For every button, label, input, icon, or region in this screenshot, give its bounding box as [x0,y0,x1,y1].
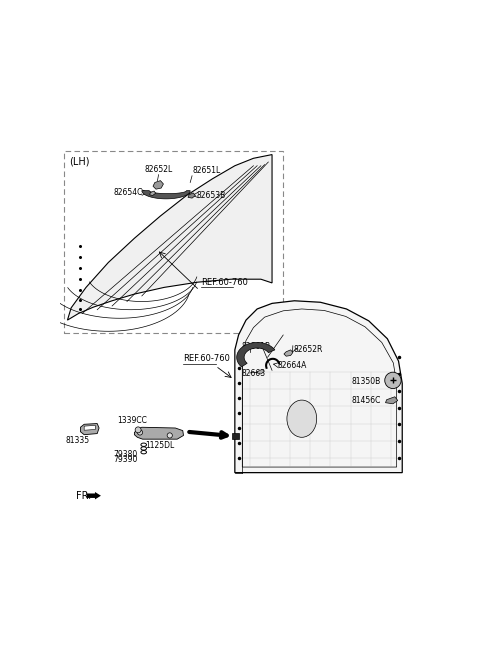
Text: 81335: 81335 [66,436,90,445]
Text: (LH): (LH) [69,156,90,167]
Polygon shape [237,342,275,367]
Polygon shape [235,300,402,472]
Polygon shape [81,424,99,435]
Circle shape [135,427,141,433]
Text: 82653B: 82653B [197,191,226,199]
Polygon shape [67,155,272,320]
Circle shape [137,430,143,435]
Text: 79390: 79390 [113,455,137,464]
Text: 82654C: 82654C [113,188,143,197]
Text: 82652R: 82652R [294,344,323,354]
Text: FR.: FR. [76,491,91,501]
Polygon shape [188,193,195,198]
Text: 1125DL: 1125DL [145,441,174,451]
Text: REF.60-760: REF.60-760 [183,354,229,363]
Text: 79380: 79380 [113,450,137,459]
Ellipse shape [287,400,317,438]
Polygon shape [257,369,264,374]
Bar [64,151,283,333]
FancyArrow shape [87,492,101,499]
Text: 82652L: 82652L [144,165,173,174]
Polygon shape [153,180,163,189]
Text: 1339CC: 1339CC [118,416,147,425]
Polygon shape [385,397,398,404]
Text: REF.60-760: REF.60-760 [202,277,248,287]
Text: 82664A: 82664A [277,361,307,370]
Circle shape [385,372,401,388]
Polygon shape [150,191,156,195]
Text: 82663: 82663 [241,369,265,378]
Text: 82651L: 82651L [192,166,220,175]
Circle shape [167,433,172,438]
Polygon shape [84,425,96,430]
Text: 82661R: 82661R [241,342,271,351]
Text: 81456C: 81456C [351,396,381,405]
Polygon shape [284,350,293,356]
Text: 81350B: 81350B [351,377,381,386]
Polygon shape [134,427,183,439]
Polygon shape [142,191,190,199]
Bar [232,433,239,439]
